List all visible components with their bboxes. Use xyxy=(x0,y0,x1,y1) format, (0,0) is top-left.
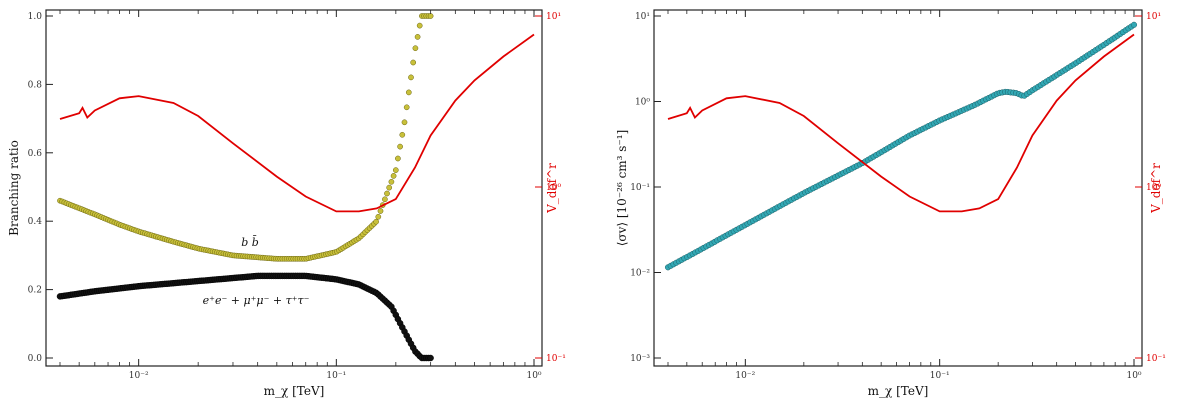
y-tick-label: 10⁻¹ xyxy=(630,183,650,193)
data-point-bb xyxy=(373,218,379,225)
y2-axis-label: V_dof^r xyxy=(545,163,559,214)
x-tick-label: 10⁻² xyxy=(129,371,149,381)
y-tick-label: 10¹ xyxy=(635,12,650,22)
y-tick-label: 0.6 xyxy=(28,149,43,159)
data-point-bb xyxy=(408,74,414,81)
data-point-bb xyxy=(403,104,410,111)
y2-tick-label: 10¹ xyxy=(1146,12,1161,22)
data-point-bb xyxy=(397,143,403,150)
y-axis-label: Branching ratio xyxy=(7,140,21,236)
y2-axis-label: V_dof^r xyxy=(1149,163,1163,214)
data-point-bb xyxy=(375,213,382,220)
y2-tick-label: 10⁰ xyxy=(546,183,561,193)
plot-frame xyxy=(45,9,543,367)
data-point-bb xyxy=(388,178,395,185)
y-tick-label: 1.0 xyxy=(28,12,43,22)
data-point-sigmav xyxy=(1130,21,1138,28)
panel-branching-ratio: 10⁻² 10⁻¹ 10⁰0.00.20.40.60.81.010⁻¹10⁰10¹ … xyxy=(7,9,566,398)
x-tick-label: 10⁰ xyxy=(1126,371,1141,381)
y2-tick-label: 10⁻¹ xyxy=(546,354,566,364)
x-tick-label: 10⁻¹ xyxy=(930,371,950,381)
y-tick-label: 0.2 xyxy=(28,286,42,296)
branching-ratio-axes: 10⁻² 10⁻¹ 10⁰ 0.0 0.2 0.4 0.6 0.8 1.0 10⁻¹ 10⁰ 10¹ xyxy=(28,10,566,381)
panel-cross-section: 10⁻² 10⁻¹ 10⁰10⁻³10⁻²10⁻¹10⁰10¹10⁻¹10⁰10¹ … xyxy=(615,9,1166,398)
cross-section-axes: 10⁻² 10⁻¹ 10⁰ 10⁻³ 10⁻² 10⁻¹ 10⁰ 10¹ 10⁻¹ 10⁰ 10¹ xyxy=(630,10,1166,381)
data-point-bb xyxy=(414,34,421,40)
data-point-bb xyxy=(399,131,406,138)
data-point-bb xyxy=(405,89,412,96)
x-tick-label: 10⁻² xyxy=(735,371,755,381)
y-tick-label: 10⁰ xyxy=(635,98,650,108)
annotation-bb: b b̄ xyxy=(241,236,259,249)
data-point-bb xyxy=(395,155,401,162)
y-tick-label: 0.0 xyxy=(28,354,43,364)
data-point-bb xyxy=(384,190,390,197)
data-point-bb xyxy=(412,45,419,52)
y2-tick-label: 10⁰ xyxy=(1146,183,1161,193)
y-axis-label: ⟨σv⟩ [10⁻²⁶ cm³ s⁻¹] xyxy=(615,130,629,247)
y-tick-label: 10⁻³ xyxy=(630,354,650,364)
x-tick-label: 10⁰ xyxy=(526,371,541,381)
y-tick-label: 10⁻² xyxy=(630,269,650,279)
data-point-bb xyxy=(410,59,417,66)
data-point-leptons xyxy=(427,354,434,362)
plot-frame xyxy=(653,9,1143,367)
annotation-leptons: e⁺e⁻ + μ⁺μ⁻ + τ⁺τ⁻ xyxy=(203,294,310,307)
x-tick-label: 10⁻¹ xyxy=(326,371,346,381)
data-point-bb xyxy=(386,184,393,191)
data-point-bb xyxy=(427,13,434,19)
branching-ratio-marks xyxy=(56,13,535,362)
series-line-vdof xyxy=(59,33,535,213)
y-tick-label: 0.8 xyxy=(28,80,43,90)
data-point-bb xyxy=(390,173,397,179)
data-point-bb xyxy=(377,208,384,214)
cross-section-marks xyxy=(664,21,1138,271)
x-axis-label: m_χ [TeV] xyxy=(264,384,325,398)
data-point-bb xyxy=(382,196,388,203)
data-point-bb xyxy=(392,167,399,173)
y2-tick-label: 10⁻¹ xyxy=(1146,354,1166,364)
x-axis-label: m_χ [TeV] xyxy=(868,384,929,398)
y2-tick-label: 10¹ xyxy=(546,12,561,22)
data-point-bb xyxy=(401,119,408,126)
series-line-vdof xyxy=(667,33,1135,213)
y-tick-label: 0.4 xyxy=(28,217,43,227)
data-point-bb xyxy=(416,22,423,29)
